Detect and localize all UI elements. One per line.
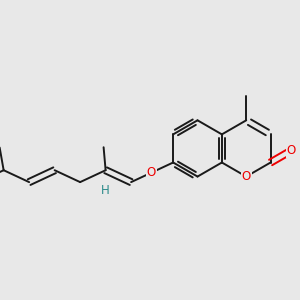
Text: O: O xyxy=(147,166,156,179)
Text: O: O xyxy=(242,170,251,183)
Text: O: O xyxy=(287,144,296,157)
Text: H: H xyxy=(101,184,110,197)
